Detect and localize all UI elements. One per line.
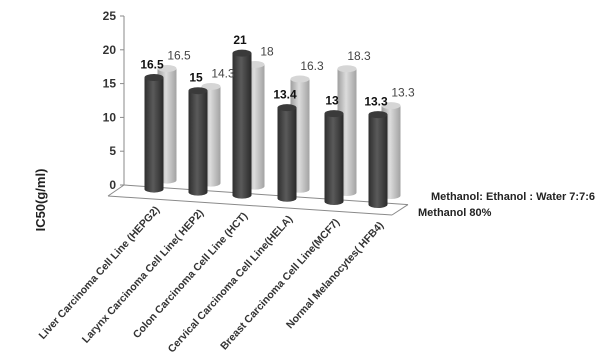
bar-series-1 [144,74,164,193]
legend-entry-series-2: Methanol: Ethanol : Water 7:7:6 [431,191,595,203]
y-tick-label: 15 [103,77,117,91]
data-label: 16.5 [140,58,164,72]
y-tick-label: 20 [103,43,117,57]
x-axis-back-line [123,184,409,206]
x-axis-front-line [107,195,393,216]
legend-entry-series-1: Methanol 80% [418,207,492,219]
y-tick-label: 5 [109,144,116,158]
y-tick-label: 10 [103,110,117,124]
bar-series-1 [277,104,297,202]
data-label: 15 [189,71,203,85]
bar-series-1 [368,111,388,209]
legend: Methanol: Ethanol : Water 7:7:6 Methanol… [418,191,595,219]
category-labels: Liver Carcinoma Cell Line (HEPG2)Larynx … [37,204,387,355]
data-label: 16.5 [167,49,191,63]
floor-left-edge [107,184,125,197]
bars [144,49,401,209]
axes: 0 5 10 15 20 25 [103,9,409,216]
data-label: 13.3 [391,86,415,100]
data-label: 14.3 [211,66,235,80]
data-label: 21 [233,33,247,47]
data-label: 18 [260,44,274,58]
bar-series-1 [324,110,344,205]
category-label: Normal Melanocytes( HFB4) [284,220,386,332]
data-labels: 16.5 14.3 18 16.3 18.3 13.3 16.5 15 21 13.4 13 13.3 [140,33,415,108]
y-axis-label: IC50(g/ml) [33,169,48,232]
y-tick-label: 0 [109,178,116,192]
data-label: 13.3 [364,95,388,109]
data-label: 13 [325,94,339,108]
data-label: 18.3 [347,49,371,63]
data-label: 16.3 [300,59,324,73]
bar-series-1 [232,49,252,199]
y-tick-label: 25 [103,9,117,23]
data-label: 13.4 [273,88,297,102]
floor-right-edge [391,204,409,216]
bar-series-1 [188,87,208,196]
